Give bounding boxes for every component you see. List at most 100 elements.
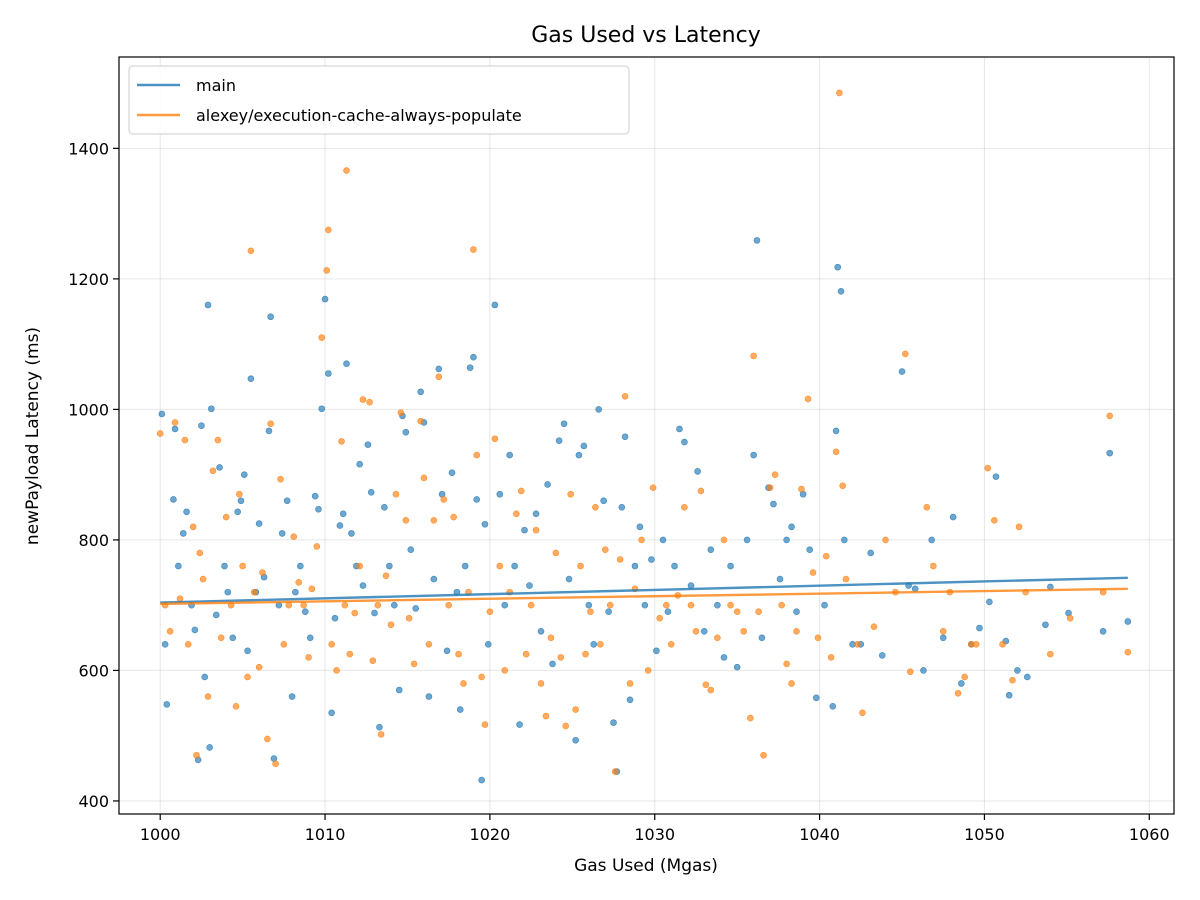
point-branch <box>760 751 767 759</box>
point-main <box>511 562 518 570</box>
point-main <box>315 505 322 513</box>
point-branch <box>656 614 663 622</box>
legend-box <box>128 65 630 135</box>
point-main <box>958 680 965 687</box>
point-main <box>234 508 241 516</box>
point-main <box>318 405 326 413</box>
point-main <box>555 437 563 445</box>
point-main <box>466 364 474 371</box>
point-branch <box>537 680 545 687</box>
point-branch <box>714 634 721 642</box>
point-branch <box>567 490 574 498</box>
point-branch <box>991 517 998 524</box>
point-main <box>992 473 1000 480</box>
point-branch <box>214 436 222 444</box>
point-branch <box>171 419 179 426</box>
point-branch <box>323 267 331 274</box>
point-branch <box>961 673 968 681</box>
point-branch <box>733 608 741 615</box>
point-branch <box>542 712 550 720</box>
point-main <box>648 556 655 563</box>
y-axis-label: newPayload Latency (ms) <box>23 327 43 545</box>
point-branch <box>702 681 710 689</box>
point-main <box>224 588 232 596</box>
point-main <box>381 503 388 511</box>
point-main <box>267 313 274 321</box>
point-branch <box>267 420 274 428</box>
point-branch <box>562 722 570 730</box>
point-branch <box>193 751 200 759</box>
grid <box>119 57 1174 814</box>
point-main <box>359 582 367 589</box>
point-main <box>976 624 983 632</box>
point-branch <box>720 536 728 544</box>
point-branch <box>209 467 217 475</box>
point-branch <box>244 673 251 681</box>
point-branch <box>766 484 774 492</box>
point-main <box>161 641 169 648</box>
point-main <box>208 405 215 413</box>
point-branch <box>788 680 795 687</box>
point-branch <box>486 608 494 615</box>
point-main <box>325 370 332 377</box>
point-branch <box>755 608 762 615</box>
point-main <box>636 523 644 531</box>
point-main <box>793 608 800 615</box>
point-main <box>255 520 263 527</box>
point-main <box>328 709 335 717</box>
point-branch <box>827 654 835 661</box>
point-main <box>417 388 424 396</box>
point-main <box>198 422 205 430</box>
point-main <box>750 451 757 459</box>
point-main <box>733 663 741 671</box>
point-branch <box>902 350 909 358</box>
point-branch <box>621 393 629 400</box>
point-main <box>306 634 314 642</box>
point-main <box>201 673 209 681</box>
point-branch <box>822 552 830 560</box>
point-main <box>580 442 588 450</box>
point-main <box>371 609 378 617</box>
point-branch <box>328 641 335 648</box>
point-branch <box>750 352 757 360</box>
point-branch <box>359 396 367 403</box>
point-main <box>776 575 784 583</box>
x-tick-label: 1050 <box>964 825 1005 844</box>
trend-lines <box>160 576 1128 606</box>
point-main <box>898 368 906 375</box>
point-main <box>687 582 695 589</box>
point-branch <box>638 536 645 544</box>
point-main <box>549 660 556 668</box>
point-main <box>448 469 456 476</box>
point-main <box>1005 691 1013 699</box>
point-branch <box>450 513 457 521</box>
point-main <box>407 546 415 554</box>
point-branch <box>295 579 302 586</box>
point-branch <box>397 409 405 416</box>
point-main <box>395 686 403 694</box>
point-main <box>348 530 355 537</box>
point-main <box>806 546 813 554</box>
point-branch <box>611 768 619 775</box>
point-main <box>832 427 840 435</box>
point-main <box>386 562 393 570</box>
point-branch <box>740 627 748 635</box>
point-main <box>364 441 372 448</box>
point-branch <box>809 569 817 576</box>
point-main <box>521 526 528 534</box>
point-main <box>367 488 375 496</box>
point-main <box>1023 673 1031 681</box>
point-branch <box>264 735 271 743</box>
point-branch <box>747 714 754 722</box>
y-axis-ticks: 400 600 800 1000 1200 1400 <box>68 139 119 811</box>
trend-line-branch <box>160 587 1128 606</box>
point-main <box>283 497 291 505</box>
point-branch <box>199 575 207 583</box>
point-main <box>343 360 350 368</box>
point-branch <box>972 641 980 648</box>
point-branch <box>626 680 634 687</box>
point-branch <box>470 246 477 253</box>
x-tick-label: 1060 <box>1129 825 1170 844</box>
point-branch <box>601 546 609 554</box>
